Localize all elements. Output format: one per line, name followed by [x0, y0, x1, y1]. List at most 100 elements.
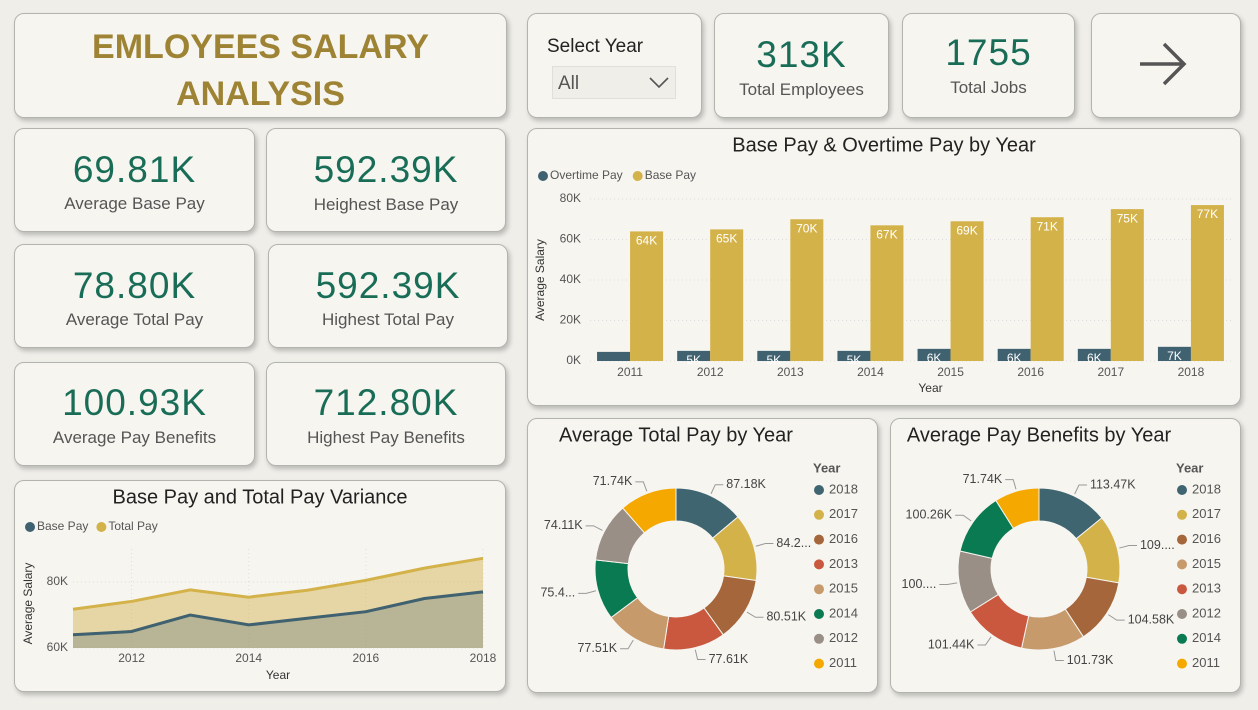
y-tick-label: 80K — [560, 191, 581, 205]
data-label: 77.51K — [577, 641, 617, 655]
kpi-label: Heighest Base Pay — [313, 195, 459, 214]
data-label: 7K — [1167, 349, 1182, 363]
data-label: 87.18K — [726, 477, 766, 491]
kpi-card: 712.80K Highest Pay Benefits — [266, 362, 506, 466]
legend-label: Base Pay — [645, 168, 696, 182]
series-line — [72, 556, 484, 611]
data-label: 80.51K — [766, 610, 806, 624]
data-label: 100.26K — [906, 508, 953, 522]
data-label: 6K — [927, 351, 942, 365]
data-label: 75.4... — [540, 586, 575, 600]
bar — [837, 350, 871, 361]
kpi-value: 592.39K — [315, 265, 461, 306]
bar — [757, 350, 791, 361]
arrow-icon — [1140, 42, 1187, 86]
legend-label: 2016 — [1192, 531, 1221, 546]
legend-marker — [814, 633, 824, 644]
legend-label: 2012 — [829, 630, 858, 645]
legend-marker — [96, 522, 107, 532]
kpi-label: Average Base Pay — [64, 194, 205, 213]
chart-title: Average Pay Benefits by Year — [907, 424, 1172, 446]
x-tick-label: 2014 — [235, 651, 262, 665]
bar — [950, 221, 984, 361]
legend-label: 2015 — [829, 581, 858, 596]
bar — [790, 219, 824, 361]
kpi-value: 78.80K — [72, 265, 197, 306]
bar — [630, 231, 664, 361]
data-label: 67K — [876, 227, 897, 241]
donut-slice — [995, 487, 1040, 530]
legend-label: 2012 — [1192, 605, 1221, 620]
legend-marker — [1177, 584, 1187, 595]
data-label: 70K — [796, 221, 817, 235]
kpi-label: Highest Pay Benefits — [307, 428, 465, 447]
x-tick-label: 2012 — [118, 651, 145, 665]
next-page-button[interactable] — [1091, 13, 1241, 118]
leader-line — [710, 484, 724, 494]
legend-marker — [1177, 658, 1187, 669]
title-card: EMLOYEES SALARY ANALYSIS — [14, 13, 507, 118]
dashboard-title: EMLOYEES SALARY ANALYSIS — [92, 28, 429, 113]
legend-marker — [814, 584, 824, 595]
filter-value: All — [558, 73, 580, 94]
data-label: 5K — [766, 353, 781, 367]
x-tick-label: 2011 — [617, 365, 643, 379]
kpi-card: 78.80K Average Total Pay — [14, 244, 255, 348]
kpi-card: 100.93K Average Pay Benefits — [14, 362, 255, 466]
legend-marker — [1177, 609, 1187, 619]
data-label: 77.61K — [709, 652, 749, 666]
y-axis-label: Average Salary — [533, 239, 547, 321]
legend-label: 2011 — [829, 655, 857, 670]
bar — [1030, 217, 1064, 361]
x-tick-label: 2016 — [353, 651, 380, 665]
legend-label: 2014 — [829, 605, 858, 620]
legend-marker — [814, 609, 824, 619]
legend-marker — [814, 534, 824, 545]
data-label: 74.11K — [544, 518, 583, 532]
kpi-value: 69.81K — [72, 149, 197, 190]
kpi-label: Total Employees — [739, 80, 864, 99]
legend-label: Total Pay — [108, 519, 157, 533]
leader-line — [1074, 484, 1087, 495]
y-tick-label: 0K — [566, 353, 581, 367]
x-axis-label: Year — [266, 668, 290, 682]
bar — [1190, 205, 1224, 361]
x-tick-label: 2017 — [1097, 365, 1124, 379]
chart-title: Base Pay and Total Pay Variance — [113, 486, 408, 508]
y-tick-label: 40K — [560, 272, 581, 286]
legend-marker — [1177, 559, 1187, 570]
chart: Base Pay & Overtime Pay by Year Overtime … — [533, 134, 1231, 395]
data-label: 6K — [1007, 351, 1022, 365]
y-tick-label: 60K — [47, 640, 68, 654]
legend-marker — [1177, 633, 1187, 644]
legend-label: Base Pay — [37, 519, 88, 533]
area-fill — [73, 591, 483, 648]
kpi-label: Highest Total Pay — [322, 310, 454, 329]
legend-label: 2017 — [1192, 506, 1221, 521]
kpi-label: Average Pay Benefits — [52, 428, 217, 447]
kpi-card: 69.81K Average Base Pay — [14, 128, 255, 232]
x-tick-label: 2013 — [777, 365, 804, 379]
chart-card: Base Pay & Overtime Pay by Year Overtime … — [527, 128, 1241, 406]
donut-slice — [622, 487, 677, 534]
leader-line — [1005, 479, 1017, 490]
legend-label: 2017 — [829, 506, 858, 521]
area-fill — [73, 558, 483, 648]
legend-label: 2018 — [829, 481, 858, 496]
chart: Base Pay and Total Pay Variance Base Pay T… — [21, 486, 497, 682]
legend-label: 2015 — [1192, 556, 1221, 571]
kpi-card: 313K Total Employees — [714, 13, 889, 118]
data-label: 100.... — [902, 577, 937, 591]
kpi-card: 592.39K Heighest Base Pay — [266, 128, 506, 232]
data-label: 6K — [1087, 351, 1102, 365]
legend-label: Overtime Pay — [550, 168, 623, 182]
legend-marker — [538, 171, 548, 181]
x-tick-label: 2018 — [470, 651, 497, 665]
data-label: 71K — [1037, 219, 1058, 233]
legend-label: 2011 — [1192, 655, 1220, 670]
legend-label: 2013 — [829, 556, 858, 571]
data-label: 101.44K — [928, 637, 975, 651]
filter-dropdown[interactable]: All — [552, 66, 676, 99]
legend-marker — [814, 485, 824, 495]
